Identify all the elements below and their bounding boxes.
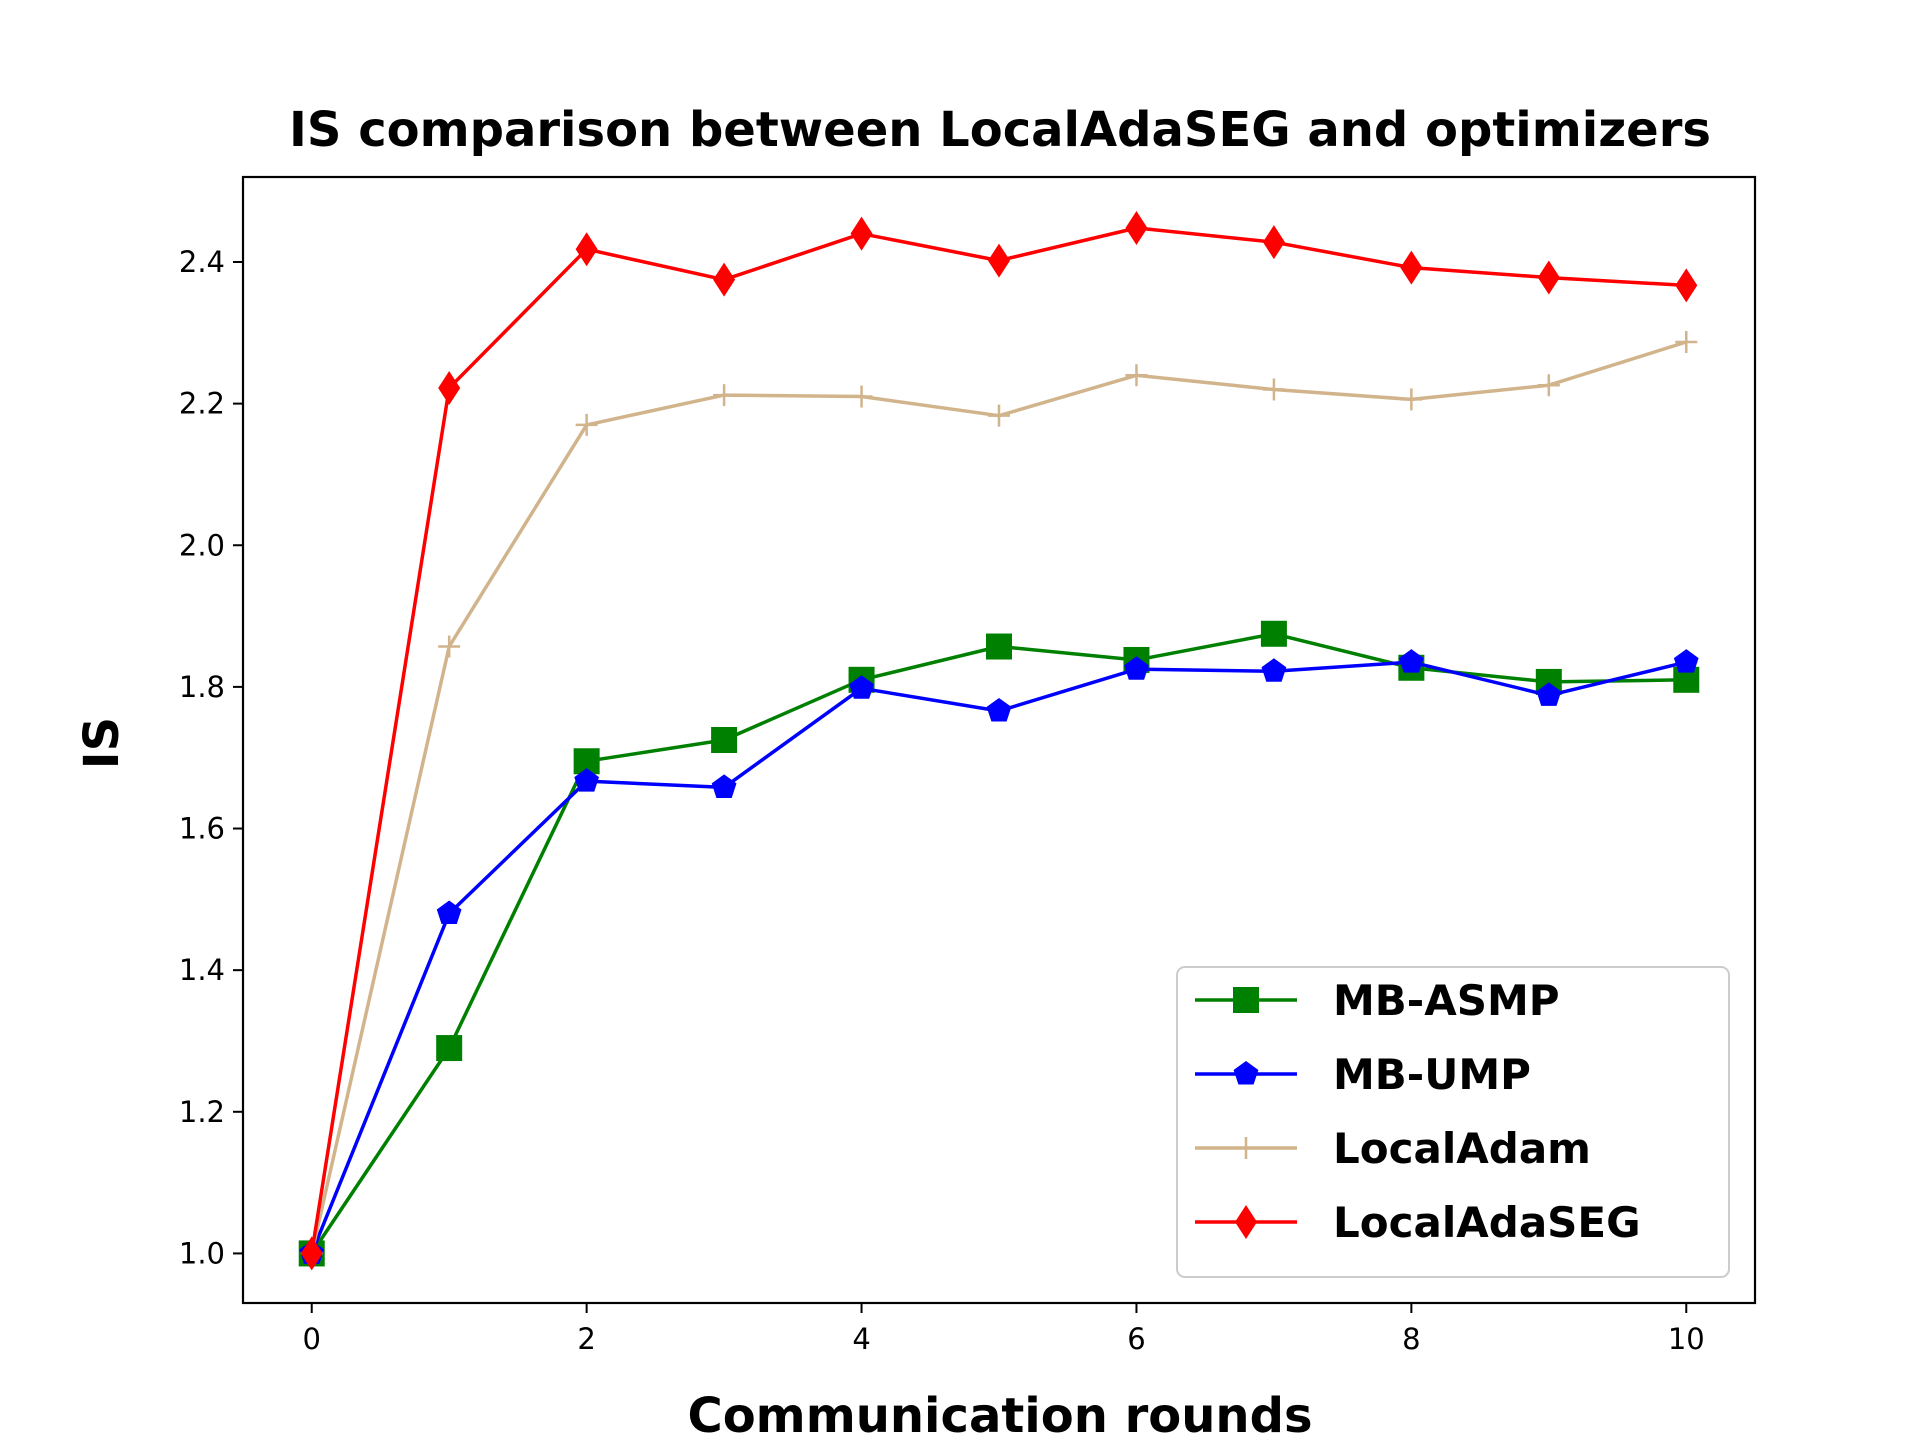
legend-label-mb-asmp: MB-ASMP [1333, 976, 1560, 1025]
y-tick-label: 1.4 [179, 953, 225, 987]
legend-marker-mb-ump [1233, 1061, 1259, 1085]
legend-box [1176, 966, 1730, 1278]
data-point-localadaseg [988, 243, 1010, 278]
x-axis-title: Communication rounds [687, 1388, 1312, 1440]
x-tick-label: 0 [303, 1322, 321, 1356]
data-point-localadam [713, 384, 736, 407]
x-tick-label: 4 [852, 1322, 870, 1356]
data-point-localadaseg [575, 232, 598, 267]
data-point-localadaseg [300, 1236, 323, 1271]
y-axis-title: IS [74, 717, 130, 769]
data-point-mb-ump [1399, 649, 1424, 673]
data-point-localadam [1262, 378, 1285, 401]
data-point-localadaseg [438, 371, 461, 406]
data-point-localadaseg [850, 216, 873, 251]
data-point-mb-ump [1536, 682, 1562, 706]
data-point-localadaseg [1125, 210, 1148, 245]
legend-label-localadaseg: LocalAdaSEG [1333, 1198, 1641, 1247]
y-tick-label: 2.0 [179, 528, 225, 562]
series-layer [298, 210, 1700, 1271]
y-tick-label: 1.8 [179, 670, 225, 704]
x-tick-label: 2 [577, 1322, 595, 1356]
data-point-mb-asmp [436, 1035, 463, 1062]
data-point-localadaseg [713, 262, 736, 297]
data-point-localadaseg [1262, 225, 1285, 260]
legend-marker-mb-asmp [1233, 987, 1259, 1013]
data-point-mb-asmp [711, 727, 738, 753]
data-point-mb-ump [711, 774, 737, 798]
x-tick-label: 8 [1402, 1322, 1420, 1356]
legend-item-mb-ump: MB-UMP [1195, 1050, 1531, 1099]
data-point-mb-ump [1124, 656, 1149, 680]
data-point-localadam [988, 404, 1010, 427]
data-point-mb-ump [1673, 649, 1699, 673]
data-point-mb-ump [574, 768, 599, 792]
data-point-localadaseg [1537, 260, 1560, 295]
y-tick-label: 1.2 [179, 1095, 225, 1129]
data-point-localadam [1400, 388, 1423, 411]
y-tick-label: 1.0 [179, 1236, 225, 1270]
x-tick-label: 6 [1127, 1322, 1145, 1356]
legend-label-localadam: LocalAdam [1333, 1124, 1591, 1173]
legend-entries: MB-ASMP MB-UMP LocalAdam LocalAdaSEG [1195, 976, 1641, 1247]
legend-marker-localadam [1235, 1137, 1257, 1159]
data-point-mb-ump [436, 900, 462, 924]
y-axis-ticks: 1.0 1.2 1.4 1.6 1.8 2.0 2.2 2.4 [179, 245, 243, 1270]
legend-item-localadam: LocalAdam [1195, 1124, 1591, 1173]
data-point-localadam [1537, 374, 1560, 397]
y-tick-label: 1.6 [179, 812, 225, 846]
plot-frame [241, 175, 1757, 1305]
legend-item-mb-asmp: MB-ASMP [1195, 976, 1560, 1025]
legend-marker-localadaseg [1235, 1205, 1257, 1239]
data-point-mb-ump [849, 675, 874, 699]
data-point-localadam [438, 635, 461, 658]
data-point-mb-ump [986, 698, 1012, 722]
legend-label-mb-ump: MB-UMP [1333, 1050, 1531, 1099]
x-axis-ticks: 0 2 4 6 8 10 [303, 1303, 1705, 1356]
x-tick-label: 10 [1668, 1322, 1705, 1356]
data-point-localadaseg [1400, 250, 1423, 285]
chart-title: IS comparison between LocalAdaSEG and op… [289, 102, 1711, 158]
legend: MB-ASMP MB-UMP LocalAdam LocalAdaSEG [1176, 966, 1730, 1278]
data-point-mb-ump [1261, 658, 1287, 682]
data-point-localadaseg [1675, 268, 1698, 303]
legend-item-localadaseg: LocalAdaSEG [1195, 1198, 1641, 1247]
data-point-localadam [1125, 364, 1148, 387]
data-point-localadam [850, 385, 873, 408]
series-mb-ump [299, 649, 1699, 1264]
series-localadaseg [300, 210, 1698, 1271]
y-tick-label: 2.2 [179, 387, 225, 421]
data-point-mb-asmp [1260, 620, 1287, 647]
data-point-localadam [1675, 331, 1698, 354]
data-point-mb-asmp [986, 633, 1012, 660]
data-point-localadam [575, 413, 598, 436]
y-tick-label: 2.4 [179, 245, 225, 279]
